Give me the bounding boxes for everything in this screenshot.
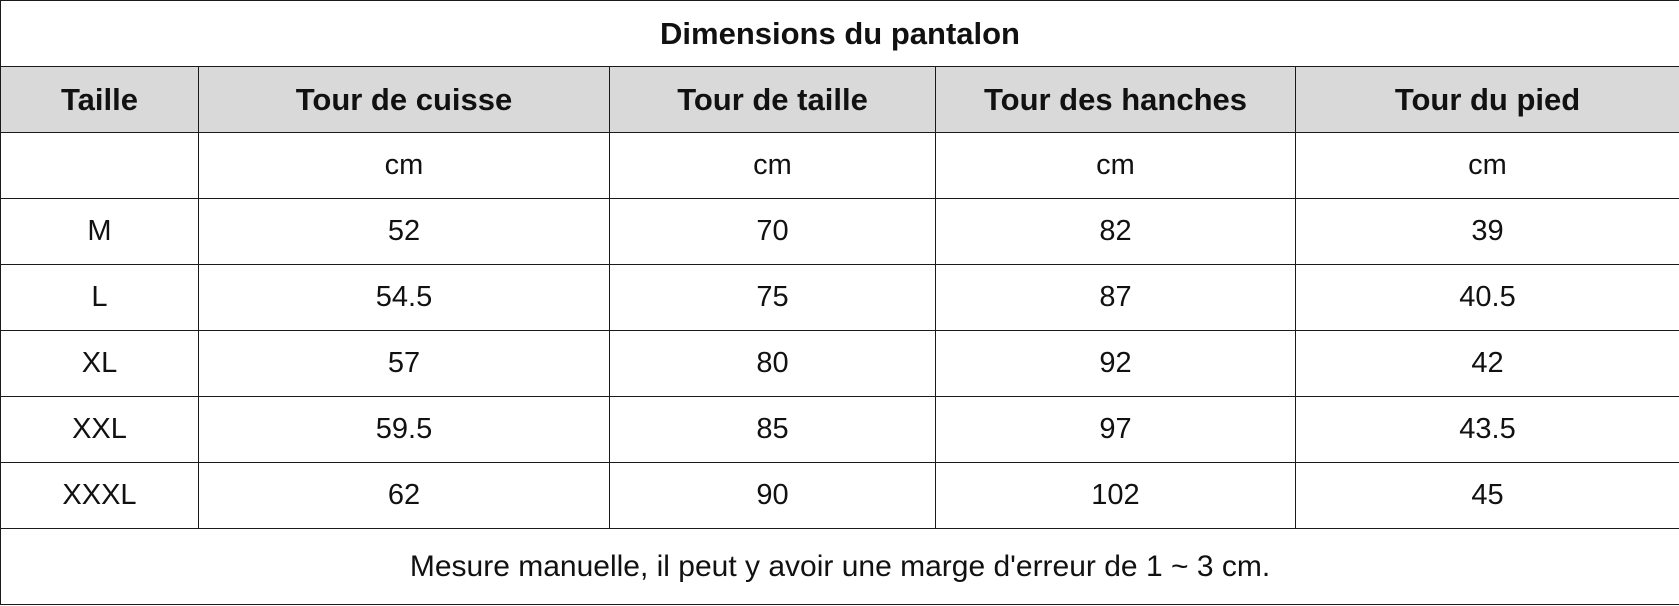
table-row: XL 57 80 92 42 bbox=[0, 330, 1679, 397]
value-cell: 80 bbox=[609, 330, 936, 397]
value-cell: 90 bbox=[609, 462, 936, 529]
unit-cell: cm bbox=[935, 132, 1296, 199]
value-cell: 52 bbox=[198, 198, 610, 265]
size-cell: XXL bbox=[0, 396, 199, 463]
value-cell: 102 bbox=[935, 462, 1296, 529]
unit-row: cm cm cm cm bbox=[0, 132, 1679, 199]
header-size: Taille bbox=[0, 66, 199, 133]
table-row: M 52 70 82 39 bbox=[0, 198, 1679, 265]
table-title: Dimensions du pantalon bbox=[0, 0, 1679, 67]
size-cell: M bbox=[0, 198, 199, 265]
value-cell: 85 bbox=[609, 396, 936, 463]
value-cell: 75 bbox=[609, 264, 936, 331]
header-row: Taille Tour de cuisse Tour de taille Tou… bbox=[0, 66, 1679, 133]
unit-cell: cm bbox=[1294, 132, 1679, 199]
value-cell: 97 bbox=[935, 396, 1296, 463]
value-cell: 43.5 bbox=[1294, 396, 1679, 463]
measurement-note: Mesure manuelle, il peut y avoir une mar… bbox=[0, 528, 1679, 605]
value-cell: 54.5 bbox=[198, 264, 610, 331]
value-cell: 62 bbox=[198, 462, 610, 529]
size-cell: XL bbox=[0, 330, 199, 397]
title-row: Dimensions du pantalon bbox=[0, 0, 1679, 67]
header-hips: Tour des hanches bbox=[935, 66, 1296, 133]
value-cell: 70 bbox=[609, 198, 936, 265]
value-cell: 42 bbox=[1294, 330, 1679, 397]
value-cell: 59.5 bbox=[198, 396, 610, 463]
value-cell: 45 bbox=[1294, 462, 1679, 529]
unit-cell bbox=[0, 132, 199, 199]
table-row: L 54.5 75 87 40.5 bbox=[0, 264, 1679, 331]
value-cell: 92 bbox=[935, 330, 1296, 397]
header-leg-opening: Tour du pied bbox=[1294, 66, 1679, 133]
value-cell: 39 bbox=[1294, 198, 1679, 265]
table-row: XXL 59.5 85 97 43.5 bbox=[0, 396, 1679, 463]
value-cell: 40.5 bbox=[1294, 264, 1679, 331]
unit-cell: cm bbox=[198, 132, 610, 199]
header-thigh: Tour de cuisse bbox=[198, 66, 610, 133]
value-cell: 82 bbox=[935, 198, 1296, 265]
size-cell: XXXL bbox=[0, 462, 199, 529]
value-cell: 57 bbox=[198, 330, 610, 397]
note-row: Mesure manuelle, il peut y avoir une mar… bbox=[0, 528, 1679, 605]
header-waist: Tour de taille bbox=[609, 66, 936, 133]
size-cell: L bbox=[0, 264, 199, 331]
unit-cell: cm bbox=[609, 132, 936, 199]
table-row: XXXL 62 90 102 45 bbox=[0, 462, 1679, 529]
value-cell: 87 bbox=[935, 264, 1296, 331]
